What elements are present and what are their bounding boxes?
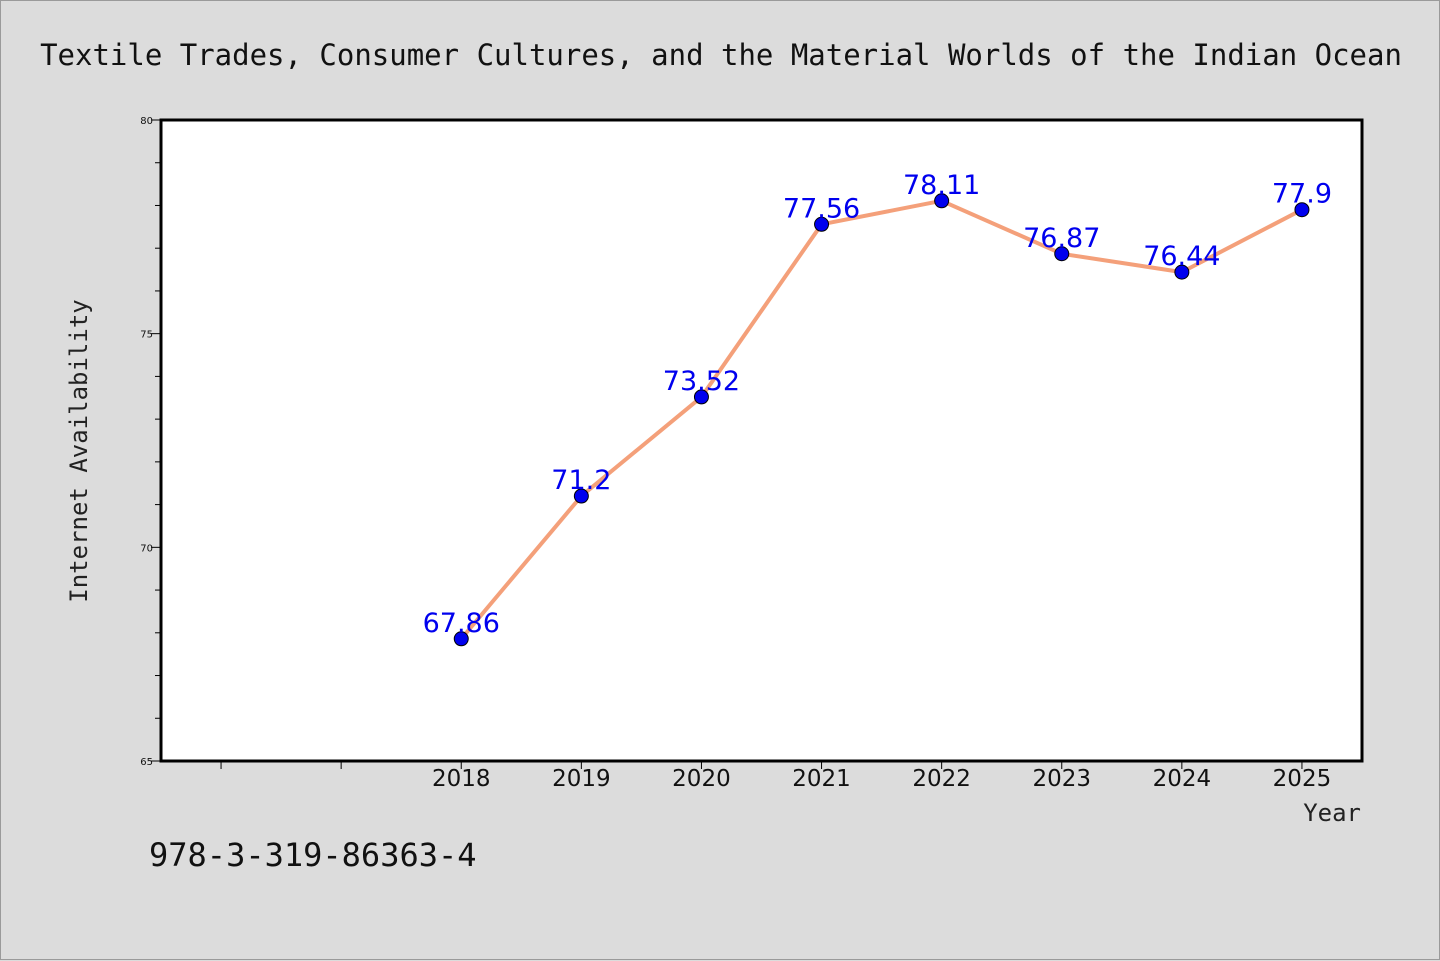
- data-label: 77.56: [783, 193, 860, 224]
- data-point: [1054, 246, 1070, 262]
- y-tick-label: 75: [140, 330, 153, 341]
- y-tick-label: 65: [140, 757, 153, 768]
- x-tick-label: 2023: [1032, 766, 1091, 792]
- data-label: 71.2: [551, 465, 611, 496]
- data-point: [453, 631, 469, 647]
- x-tick-label: 2024: [1153, 766, 1212, 792]
- data-point: [1294, 202, 1310, 218]
- data-point: [814, 216, 830, 232]
- x-tick-label: 2020: [672, 766, 731, 792]
- x-tick-label: 2018: [432, 766, 491, 792]
- data-label: 78.11: [903, 170, 980, 201]
- y-tick-label: 80: [140, 116, 153, 127]
- x-axis: 2018 2019 2020 2021 2022 2023 2024 2025: [220, 761, 1332, 792]
- data-label: 76.87: [1023, 223, 1100, 254]
- series-line: [459, 198, 1303, 641]
- x-tick-label: 2022: [912, 766, 971, 792]
- x-tick-label: 2025: [1273, 766, 1332, 792]
- data-point: [1174, 264, 1190, 280]
- data-label: 73.52: [663, 366, 740, 397]
- y-axis-label: Internet Availability: [65, 299, 93, 602]
- y-axis: 65 70 75 80: [140, 116, 161, 768]
- x-axis-label: Year: [1303, 799, 1361, 827]
- x-tick-label: 2021: [792, 766, 851, 792]
- data-point: [693, 389, 709, 405]
- x-tick-label: 2019: [552, 766, 611, 792]
- chart-title: Textile Trades, Consumer Cultures, and t…: [40, 38, 1402, 72]
- data-point: [573, 488, 589, 504]
- data-label: 76.44: [1143, 241, 1220, 272]
- isbn-text: 978-3-319-86363-4: [149, 836, 477, 874]
- plot-area: [159, 118, 1364, 763]
- data-point: [934, 193, 950, 209]
- y-tick-label: 70: [140, 543, 153, 554]
- data-series: 67.86 71.2 73.52 77.56 78.11 76.87 76.44 77.9: [423, 170, 1332, 647]
- data-label: 67.86: [423, 608, 500, 639]
- data-label: 77.9: [1272, 179, 1332, 210]
